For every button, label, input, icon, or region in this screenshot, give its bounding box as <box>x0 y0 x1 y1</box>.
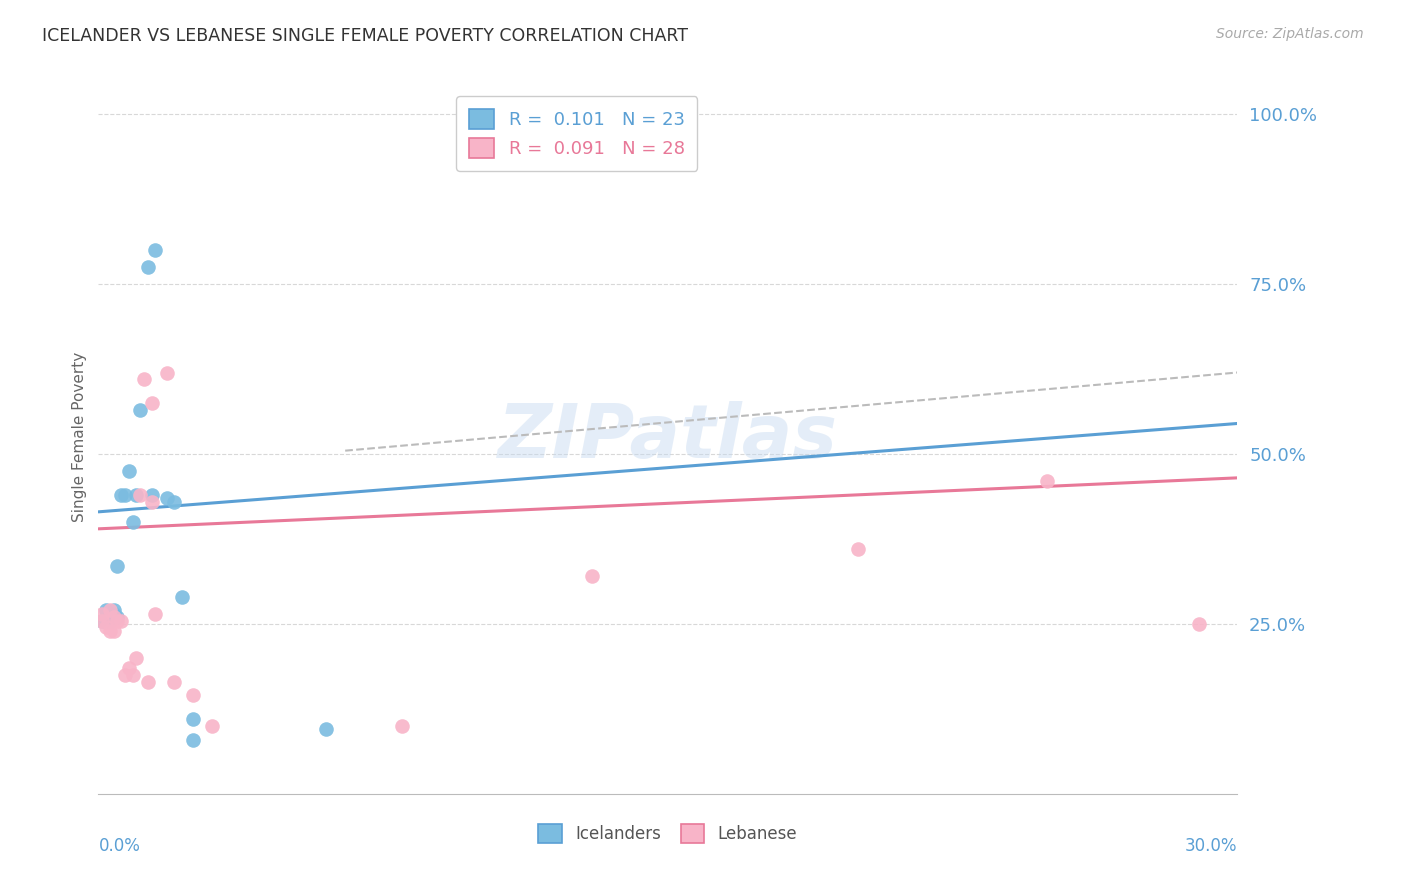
Point <box>107 610 129 624</box>
Point <box>163 674 186 689</box>
Point <box>183 689 205 703</box>
Point <box>121 515 143 529</box>
Point <box>114 488 136 502</box>
Point <box>129 488 152 502</box>
Point <box>98 603 121 617</box>
Point <box>91 607 114 621</box>
Point <box>103 603 125 617</box>
Point <box>103 624 125 638</box>
Text: ICELANDER VS LEBANESE SINGLE FEMALE POVERTY CORRELATION CHART: ICELANDER VS LEBANESE SINGLE FEMALE POVE… <box>42 27 688 45</box>
Point <box>125 488 148 502</box>
Point <box>121 668 143 682</box>
Point <box>619 107 641 121</box>
Point <box>141 488 163 502</box>
Point <box>846 542 869 557</box>
Point <box>391 719 413 733</box>
Point <box>183 732 205 747</box>
Point <box>125 651 148 665</box>
Point <box>98 624 121 638</box>
Point <box>91 614 114 628</box>
Point <box>107 614 129 628</box>
Point <box>132 372 155 386</box>
Text: ZIPatlas: ZIPatlas <box>498 401 838 474</box>
Point <box>201 719 224 733</box>
Point <box>136 260 159 275</box>
Point <box>98 614 121 628</box>
Point <box>156 491 179 506</box>
Point <box>91 614 114 628</box>
Point <box>183 712 205 726</box>
Point <box>156 366 179 380</box>
Point <box>136 674 159 689</box>
Point <box>163 494 186 508</box>
Point <box>141 396 163 410</box>
Point <box>315 723 337 737</box>
Point <box>1188 617 1211 632</box>
Point <box>110 488 132 502</box>
Point <box>103 610 125 624</box>
Legend: Icelanders, Lebanese: Icelanders, Lebanese <box>531 818 804 850</box>
Point <box>581 569 603 583</box>
Text: Source: ZipAtlas.com: Source: ZipAtlas.com <box>1216 27 1364 41</box>
Point <box>141 494 163 508</box>
Point <box>118 661 141 675</box>
Point <box>129 403 152 417</box>
Point <box>145 243 167 257</box>
Point <box>1036 475 1059 489</box>
Point <box>107 559 129 574</box>
Point <box>110 614 132 628</box>
Text: 30.0%: 30.0% <box>1185 837 1237 855</box>
Point <box>145 607 167 621</box>
Text: 0.0%: 0.0% <box>98 837 141 855</box>
Point <box>170 590 193 604</box>
Point <box>118 464 141 478</box>
Point <box>94 620 117 634</box>
Point <box>94 603 117 617</box>
Y-axis label: Single Female Poverty: Single Female Poverty <box>72 352 87 522</box>
Point <box>103 607 125 621</box>
Point <box>114 668 136 682</box>
